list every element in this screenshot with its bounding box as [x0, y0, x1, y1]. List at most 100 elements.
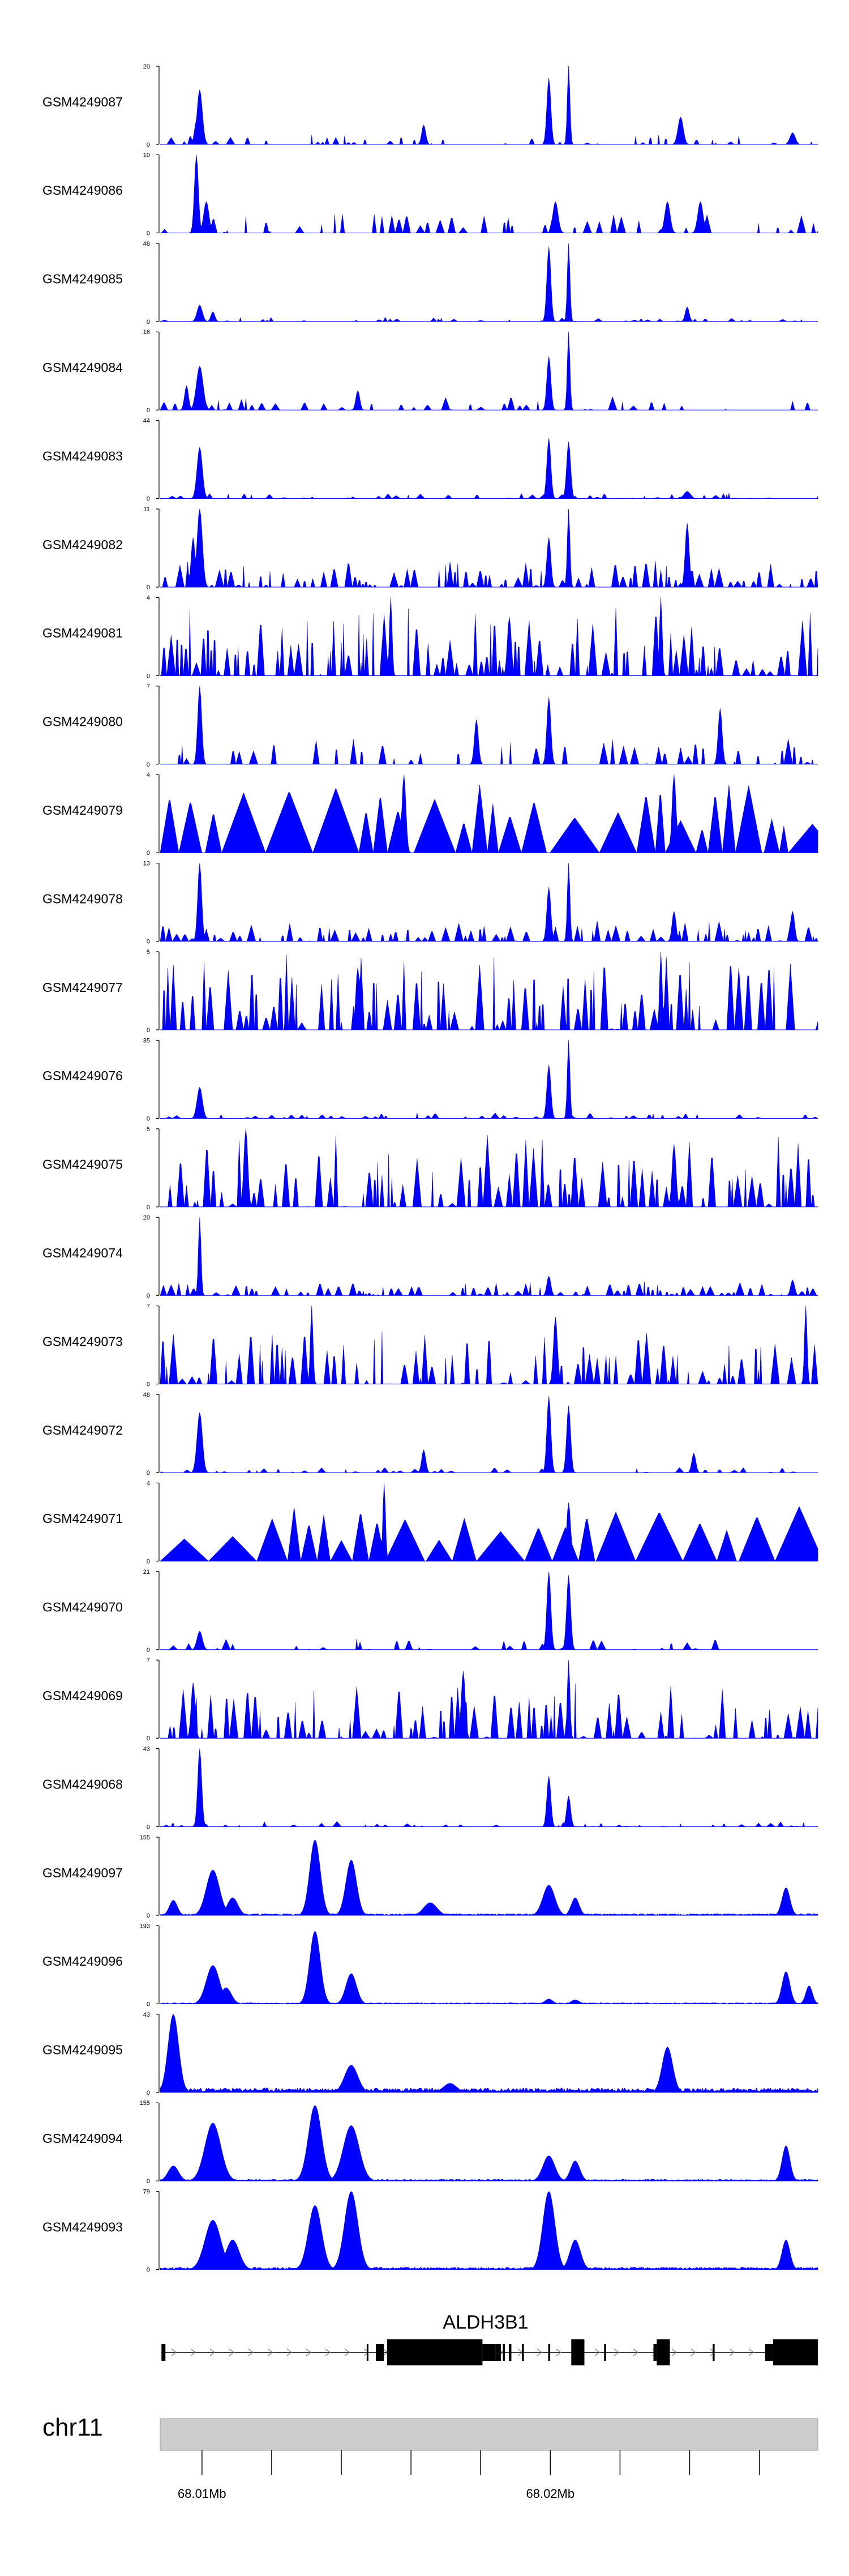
track-GSM4249072: GSM4249072 48 0: [42, 1392, 818, 1477]
y-max-label: 21: [143, 1569, 150, 1576]
y-zero-label: 0: [147, 1558, 150, 1565]
coverage-area: [160, 66, 818, 145]
track-GSM4249082: GSM4249082 11 0: [42, 506, 818, 591]
track-label: GSM4249081: [42, 626, 123, 640]
track-GSM4249087: GSM4249087 20 0: [42, 63, 818, 148]
strand-arrow: [748, 2348, 754, 2356]
coverage-area: [160, 1396, 818, 1473]
strand-arrow: [325, 2348, 331, 2356]
track-label: GSM4249070: [42, 1600, 123, 1615]
track-label: GSM4249084: [42, 360, 123, 375]
coverage-area: [160, 332, 818, 411]
track-GSM4249086: GSM4249086 10 0: [42, 152, 818, 237]
track-label: GSM4249080: [42, 714, 123, 729]
strand-arrow: [729, 2348, 735, 2356]
y-zero-label: 0: [147, 1470, 150, 1477]
strand-arrow: [229, 2348, 234, 2356]
strand-arrow: [306, 2348, 311, 2356]
track-label: GSM4249086: [42, 183, 123, 198]
strand-arrow: [556, 2348, 561, 2356]
strand-arrow: [286, 2348, 292, 2356]
coverage-area: [160, 597, 818, 677]
track-label: GSM4249094: [42, 2131, 123, 2146]
track-label: GSM4249079: [42, 803, 123, 818]
track-label: GSM4249093: [42, 2219, 123, 2234]
coverage-area: [160, 155, 818, 234]
x-tick-label: 68.01Mb: [178, 2487, 226, 2501]
strand-arrow: [190, 2348, 196, 2356]
y-max-label: 5: [147, 949, 150, 956]
track-label: GSM4249073: [42, 1334, 123, 1349]
y-zero-label: 0: [147, 496, 150, 503]
y-zero-label: 0: [147, 584, 150, 591]
coverage-area: [160, 863, 818, 942]
y-max-label: 155: [140, 2100, 150, 2107]
track-label: GSM4249072: [42, 1423, 123, 1437]
exon: [765, 2344, 773, 2361]
track-label: GSM4249068: [42, 1777, 123, 1791]
y-max-label: 48: [143, 241, 150, 247]
coverage-area: [160, 2191, 818, 2270]
track-GSM4249073: GSM4249073 7 0: [42, 1303, 818, 1388]
track-label: GSM4249096: [42, 1954, 123, 1969]
exon: [366, 2344, 368, 2361]
y-zero-label: 0: [147, 2001, 150, 2008]
exon: [571, 2339, 585, 2365]
coverage-area: [160, 1571, 818, 1650]
track-GSM4249084: GSM4249084 16 0: [42, 329, 818, 414]
track-GSM4249097: GSM4249097 155 0: [42, 1834, 818, 1919]
track-label: GSM4249069: [42, 1688, 123, 1703]
strand-arrow: [633, 2348, 638, 2356]
y-zero-label: 0: [147, 939, 150, 945]
track-GSM4249083: GSM4249083 44 0: [42, 418, 818, 503]
y-max-label: 7: [147, 1303, 150, 1310]
exon: [773, 2339, 818, 2365]
exon: [161, 2344, 166, 2361]
strand-arrow: [614, 2348, 619, 2356]
track-label: GSM4249078: [42, 891, 123, 906]
coverage-area: [160, 438, 818, 499]
y-max-label: 35: [143, 1037, 150, 1044]
track-label: GSM4249071: [42, 1511, 123, 1526]
y-max-label: 10: [143, 152, 150, 159]
y-zero-label: 0: [147, 761, 150, 768]
coverage-area: [160, 243, 818, 322]
coverage-area: [160, 1128, 818, 1208]
track-label: GSM4249085: [42, 272, 123, 286]
track-GSM4249068: GSM4249068 43 0: [42, 1746, 818, 1831]
coverage-area: [160, 1217, 818, 1296]
exon: [376, 2344, 384, 2361]
track-GSM4249093: GSM4249093 79 0: [42, 2189, 818, 2274]
x-tick-label: 68.02Mb: [526, 2487, 575, 2501]
ideogram-band: [160, 2418, 818, 2451]
y-max-label: 43: [143, 1746, 150, 1753]
coverage-area: [160, 1040, 818, 1119]
y-max-label: 7: [147, 683, 150, 690]
y-max-label: 79: [143, 2189, 150, 2196]
coverage-area: [160, 1748, 818, 1827]
y-zero-label: 0: [147, 1115, 150, 1122]
track-GSM4249085: GSM4249085 48 0: [42, 241, 818, 326]
y-zero-label: 0: [147, 1204, 150, 1211]
track-label: GSM4249082: [42, 537, 123, 552]
y-zero-label: 0: [147, 2267, 150, 2274]
y-max-label: 20: [143, 1214, 150, 1221]
track-label: GSM4249076: [42, 1068, 123, 1083]
y-max-label: 155: [140, 1834, 150, 1841]
coverage-area: [160, 774, 818, 854]
strand-arrow: [710, 2348, 715, 2356]
y-max-label: 20: [143, 63, 150, 70]
track-GSM4249094: GSM4249094 155 0: [42, 2100, 818, 2185]
y-max-label: 44: [143, 418, 150, 425]
gene-track: ALDH3B1: [161, 2312, 818, 2365]
y-zero-label: 0: [147, 1027, 150, 1034]
chromosome-label: chr11: [42, 2414, 103, 2441]
track-GSM4249075: GSM4249075 5 0: [42, 1126, 818, 1211]
y-max-label: 11: [144, 506, 150, 513]
y-max-label: 13: [143, 861, 150, 867]
exon: [604, 2344, 606, 2361]
chromosome-axis: chr11 68.01Mb 68.02Mb: [42, 2414, 818, 2501]
track-GSM4249095: GSM4249095 43 0: [42, 2012, 818, 2096]
y-zero-label: 0: [147, 230, 150, 237]
coverage-area: [160, 1660, 818, 1739]
